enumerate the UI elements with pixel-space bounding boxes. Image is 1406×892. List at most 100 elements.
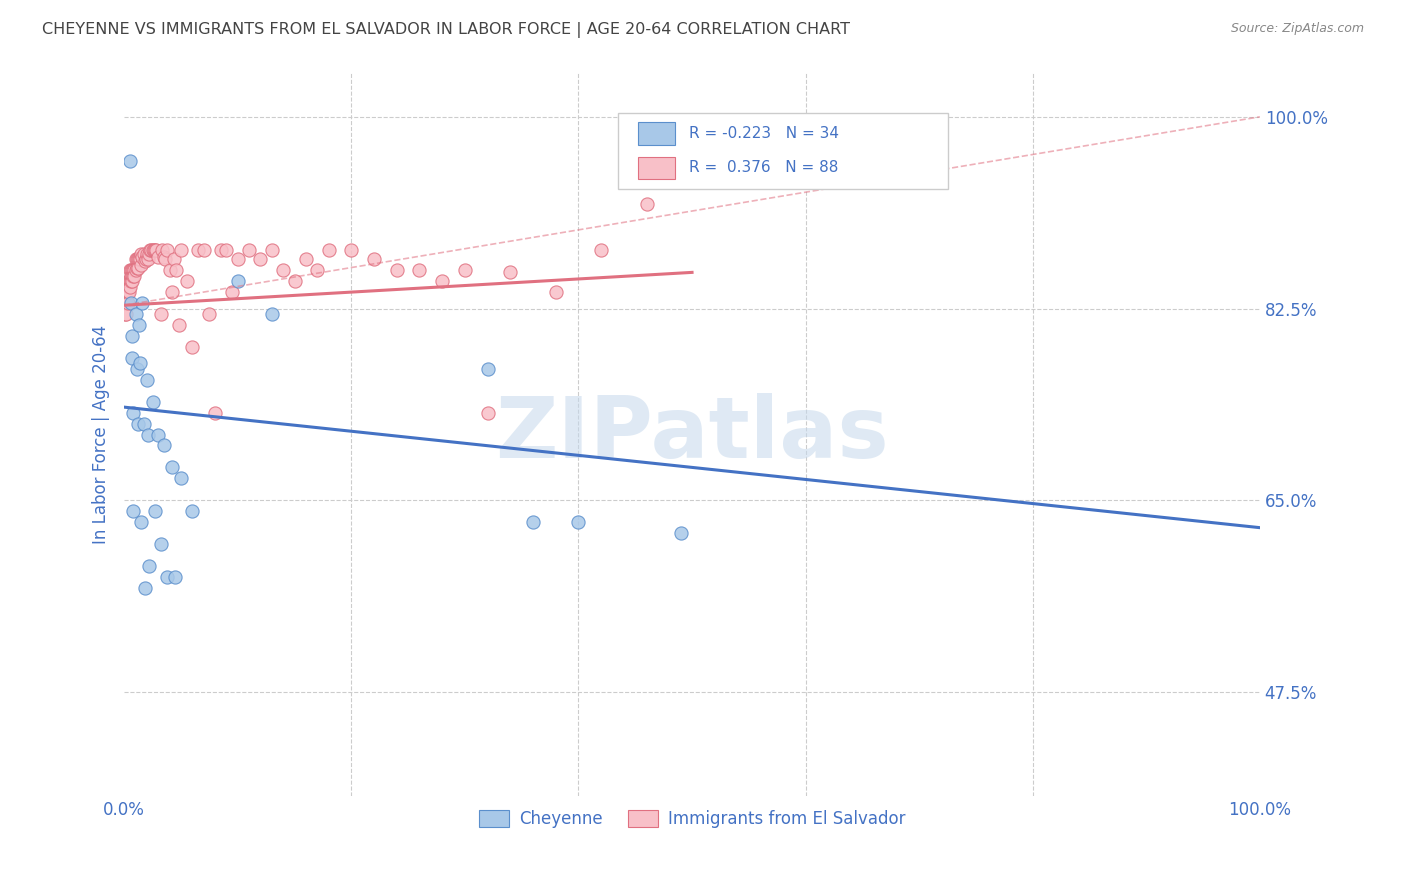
Point bbox=[238, 244, 260, 258]
Point bbox=[115, 307, 138, 321]
Point bbox=[669, 526, 692, 541]
FancyBboxPatch shape bbox=[637, 157, 675, 179]
Point bbox=[136, 246, 159, 260]
Point bbox=[408, 263, 430, 277]
Point bbox=[432, 274, 454, 288]
Point bbox=[142, 244, 165, 258]
Point bbox=[209, 244, 232, 258]
Point bbox=[145, 244, 167, 258]
Point bbox=[118, 274, 141, 288]
Point bbox=[307, 263, 329, 277]
Point bbox=[129, 258, 152, 272]
Point bbox=[226, 274, 249, 288]
Point bbox=[129, 356, 152, 370]
Point bbox=[160, 285, 183, 299]
Point bbox=[187, 244, 209, 258]
Point bbox=[363, 252, 385, 267]
Point bbox=[134, 254, 156, 268]
Point bbox=[385, 263, 408, 277]
Point bbox=[160, 460, 183, 475]
Point bbox=[636, 197, 658, 211]
Point bbox=[127, 260, 149, 275]
Point bbox=[150, 244, 173, 258]
Point bbox=[139, 244, 162, 258]
Point bbox=[138, 559, 160, 574]
Point bbox=[163, 252, 186, 267]
Point bbox=[142, 394, 165, 409]
Point bbox=[148, 250, 170, 264]
Point bbox=[121, 268, 143, 283]
Legend: Cheyenne, Immigrants from El Salvador: Cheyenne, Immigrants from El Salvador bbox=[472, 804, 911, 835]
Point bbox=[125, 361, 148, 376]
Point bbox=[120, 263, 142, 277]
Point bbox=[118, 285, 141, 299]
Point bbox=[115, 296, 138, 310]
Point bbox=[153, 438, 176, 452]
Point bbox=[121, 263, 143, 277]
Point bbox=[340, 244, 363, 258]
Point bbox=[170, 244, 193, 258]
Point bbox=[121, 274, 143, 288]
Point bbox=[115, 285, 138, 299]
Point bbox=[122, 504, 145, 518]
Point bbox=[124, 263, 146, 277]
FancyBboxPatch shape bbox=[637, 122, 675, 145]
Point bbox=[156, 570, 179, 584]
Point bbox=[124, 307, 146, 321]
Point bbox=[114, 307, 136, 321]
Point bbox=[165, 570, 187, 584]
Point bbox=[215, 244, 238, 258]
Point bbox=[295, 252, 318, 267]
Point bbox=[132, 246, 155, 260]
Point bbox=[260, 244, 283, 258]
Point bbox=[118, 279, 141, 293]
Text: R = -0.223   N = 34: R = -0.223 N = 34 bbox=[689, 126, 838, 141]
Point bbox=[118, 153, 141, 168]
Point bbox=[136, 373, 159, 387]
Point bbox=[477, 361, 499, 376]
Point bbox=[167, 318, 190, 332]
Point bbox=[127, 252, 149, 267]
Point bbox=[170, 471, 193, 485]
Point bbox=[120, 268, 142, 283]
Point bbox=[138, 246, 160, 260]
Point bbox=[124, 263, 146, 277]
Point bbox=[117, 285, 139, 299]
Text: ZIPatlas: ZIPatlas bbox=[495, 393, 889, 476]
Point bbox=[120, 296, 142, 310]
Point bbox=[117, 274, 139, 288]
Point bbox=[125, 252, 148, 267]
Text: CHEYENNE VS IMMIGRANTS FROM EL SALVADOR IN LABOR FORCE | AGE 20-64 CORRELATION C: CHEYENNE VS IMMIGRANTS FROM EL SALVADOR … bbox=[42, 22, 851, 38]
Point bbox=[149, 307, 172, 321]
Point bbox=[544, 285, 567, 299]
Point bbox=[134, 581, 156, 595]
Point bbox=[128, 252, 150, 267]
Point bbox=[156, 244, 179, 258]
Point bbox=[141, 244, 163, 258]
Point bbox=[166, 263, 188, 277]
Point bbox=[181, 504, 204, 518]
Point bbox=[142, 244, 165, 258]
Point bbox=[124, 252, 146, 267]
Point bbox=[260, 307, 283, 321]
Point bbox=[204, 406, 226, 420]
Point bbox=[121, 351, 143, 365]
Point bbox=[120, 274, 142, 288]
Point bbox=[284, 274, 307, 288]
Point bbox=[193, 244, 215, 258]
Point bbox=[153, 252, 176, 267]
Point bbox=[121, 329, 143, 343]
Point bbox=[271, 263, 294, 277]
Point bbox=[129, 246, 152, 260]
Text: Source: ZipAtlas.com: Source: ZipAtlas.com bbox=[1230, 22, 1364, 36]
Point bbox=[118, 263, 141, 277]
Point bbox=[159, 263, 181, 277]
Point bbox=[124, 268, 146, 283]
Point bbox=[477, 406, 499, 420]
Point bbox=[153, 250, 176, 264]
Point bbox=[136, 252, 159, 267]
Point bbox=[591, 244, 613, 258]
Point bbox=[249, 252, 271, 267]
Point bbox=[125, 260, 148, 275]
Point bbox=[118, 274, 141, 288]
